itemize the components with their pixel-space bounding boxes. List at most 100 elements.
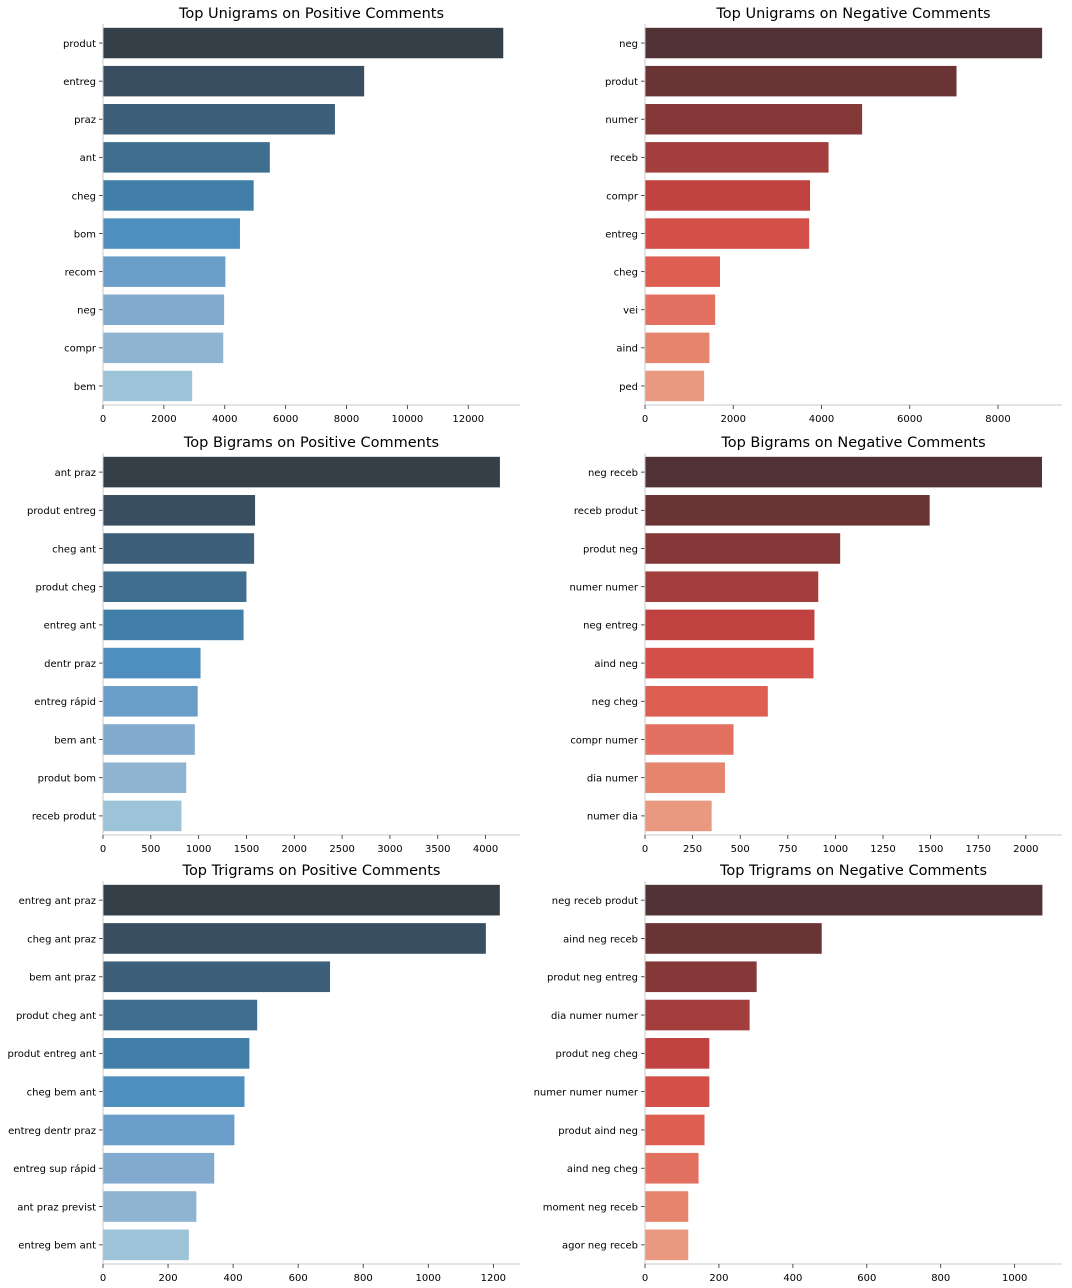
y-tick-label: neg — [619, 39, 638, 50]
y-tick-label: bem ant praz — [29, 973, 96, 984]
y-tick-label: neg — [77, 306, 96, 317]
bar — [645, 456, 1043, 488]
x-tick-label: 2000 — [721, 414, 746, 425]
bar — [645, 332, 710, 364]
x-tick-label: 2000 — [1013, 844, 1038, 855]
y-tick-label: dia numer — [587, 774, 639, 785]
x-tick-label: 400 — [224, 1273, 243, 1284]
bar — [103, 533, 255, 564]
y-tick-label: bom — [74, 229, 96, 240]
bar — [645, 27, 1043, 59]
bar — [645, 884, 1043, 916]
y-tick-label: aind — [616, 344, 638, 355]
x-tick-label: 6000 — [897, 414, 922, 425]
y-tick-label: ant praz — [55, 468, 96, 479]
bar — [103, 332, 224, 364]
bar — [103, 104, 335, 135]
bar — [645, 923, 822, 954]
x-tick-label: 200 — [159, 1273, 178, 1284]
bar — [103, 142, 270, 173]
bar — [103, 1038, 250, 1069]
chart-title: Top Unigrams on Negative Comments — [715, 6, 990, 22]
y-tick-label: neg entreg — [583, 621, 638, 632]
x-tick-label: 3500 — [425, 844, 450, 855]
x-tick-label: 1000 — [416, 1273, 441, 1284]
x-tick-label: 8000 — [985, 414, 1010, 425]
x-tick-label: 1200 — [481, 1273, 506, 1284]
x-tick-label: 800 — [931, 1273, 950, 1284]
chart-panel-2: Top Unigrams on Negative Comments neg prod… — [605, 6, 1062, 425]
y-tick-label: cheg — [614, 267, 638, 278]
x-tick-label: 4000 — [809, 414, 834, 425]
bar — [645, 1114, 705, 1146]
y-tick-label: produt cheg — [36, 583, 96, 594]
bar — [103, 1152, 215, 1184]
bar — [103, 609, 244, 641]
y-tick-label: entreg bem ant — [18, 1241, 96, 1252]
x-tick-label: 4000 — [212, 414, 237, 425]
x-tick-label: 1500 — [234, 844, 259, 855]
bar — [645, 609, 815, 641]
bar — [103, 256, 226, 287]
bar — [645, 533, 841, 564]
y-tick-label: produt neg — [583, 544, 638, 555]
y-tick-label: numer dia — [587, 812, 638, 823]
y-tick-label: produt entreg — [27, 506, 96, 517]
chart-panel-1: Top Unigrams on Positive Comments produt e… — [63, 6, 520, 425]
bar — [103, 218, 240, 249]
y-tick-label: produt neg cheg — [556, 1049, 639, 1060]
bar — [103, 923, 486, 954]
x-tick-label: 0 — [642, 414, 648, 425]
y-tick-label: receb — [610, 153, 638, 164]
bar — [645, 1038, 710, 1069]
x-tick-label: 0 — [100, 1273, 106, 1284]
bar — [103, 370, 193, 402]
x-tick-label: 6000 — [273, 414, 298, 425]
y-tick-label: cheg — [72, 191, 96, 202]
y-tick-label: ped — [619, 382, 638, 393]
y-tick-label: compr — [64, 344, 97, 355]
bar — [103, 294, 225, 325]
chart-panel-6: Top Trigrams on Negative Comments neg rec… — [534, 863, 1062, 1284]
x-tick-label: 200 — [709, 1273, 728, 1284]
bar — [103, 647, 201, 679]
bar — [103, 1114, 235, 1146]
y-tick-label: aind neg receb — [563, 934, 638, 945]
bar — [645, 218, 810, 249]
x-tick-label: 600 — [289, 1273, 308, 1284]
bar — [103, 456, 500, 488]
y-tick-label: moment neg receb — [543, 1202, 638, 1213]
x-tick-label: 750 — [778, 844, 797, 855]
y-tick-label: dentr praz — [44, 659, 96, 670]
bar — [645, 724, 734, 755]
chart-panel-3: Top Bigrams on Positive Comments ant praz… — [27, 435, 520, 855]
bar — [103, 65, 365, 97]
x-tick-label: 250 — [683, 844, 702, 855]
bar — [645, 104, 863, 135]
bar — [645, 294, 716, 325]
y-tick-label: entreg rápid — [34, 696, 96, 708]
y-tick-label: entreg ant — [44, 621, 96, 632]
bar — [103, 571, 247, 602]
y-tick-label: dia numer numer — [551, 1011, 639, 1022]
y-tick-label: ant — [80, 153, 96, 164]
y-tick-label: vei — [623, 306, 638, 317]
y-tick-label: bem — [74, 382, 96, 393]
y-tick-label: compr — [606, 191, 639, 202]
y-tick-label: receb produt — [32, 812, 96, 823]
x-tick-label: 400 — [783, 1273, 802, 1284]
y-tick-label: cheg ant — [52, 544, 96, 555]
x-tick-label: 1500 — [918, 844, 943, 855]
x-tick-label: 500 — [731, 844, 750, 855]
bar — [103, 724, 195, 755]
x-tick-label: 500 — [141, 844, 160, 855]
chart-title: Top Trigrams on Negative Comments — [719, 863, 987, 879]
bar — [645, 370, 705, 402]
x-tick-label: 1750 — [965, 844, 990, 855]
y-tick-label: entreg — [63, 77, 96, 88]
bar — [645, 1191, 689, 1222]
x-tick-label: 1000 — [186, 844, 211, 855]
y-tick-label: recom — [65, 267, 96, 278]
bar — [645, 256, 721, 287]
